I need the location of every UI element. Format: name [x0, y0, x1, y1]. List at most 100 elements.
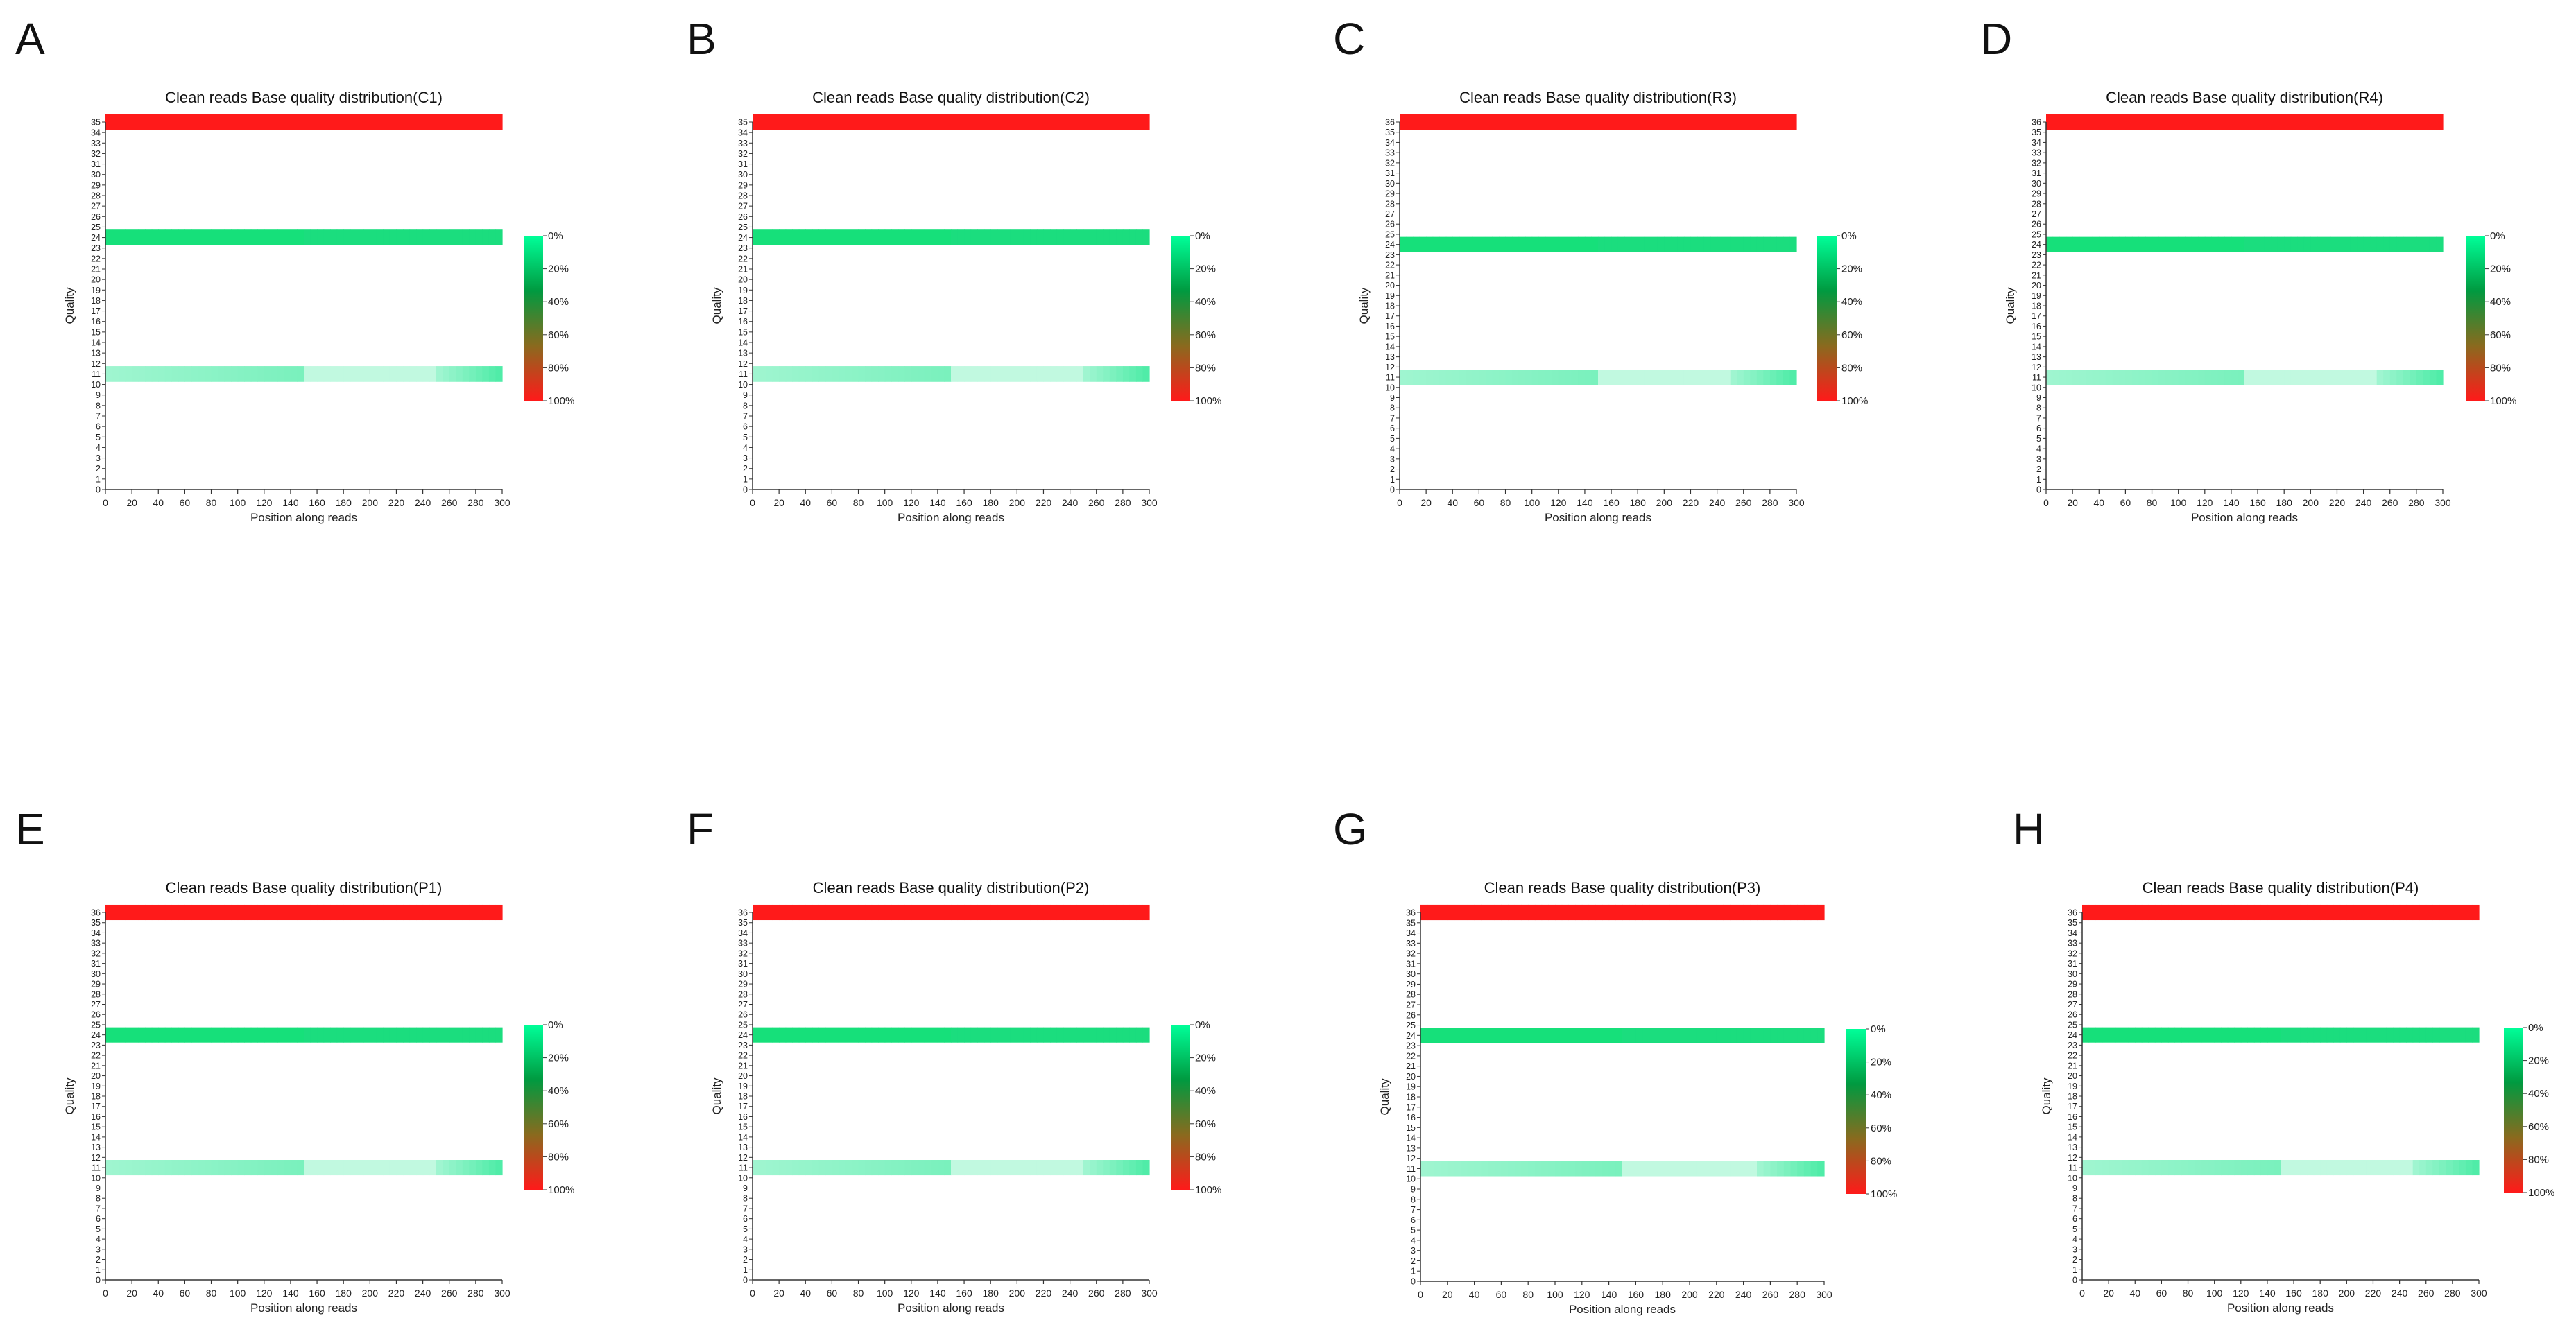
y-tick-label: 30 — [91, 969, 101, 979]
heat-row-q36 — [2046, 114, 2444, 130]
y-tick-label: 3 — [96, 1245, 101, 1254]
y-tick-label: 11 — [739, 370, 748, 379]
y-tick-label: 26 — [91, 212, 101, 222]
y-tick-label: 25 — [738, 223, 748, 232]
x-tick-label: 220 — [1683, 497, 1699, 508]
x-tick-label: 0 — [1397, 497, 1402, 508]
y-tick-label: 9 — [1390, 393, 1395, 403]
x-tick-label: 40 — [2093, 497, 2104, 508]
colorbar-label: 20% — [1195, 1052, 1216, 1064]
y-tick-label: 0 — [743, 1276, 748, 1285]
x-tick-label: 280 — [2408, 497, 2425, 508]
y-tick-label: 10 — [1406, 1175, 1416, 1184]
x-tick-label: 180 — [336, 497, 352, 508]
x-tick-label: 260 — [1735, 497, 1752, 508]
y-tick-label: 6 — [96, 422, 101, 432]
y-tick-label: 25 — [1385, 229, 1395, 239]
panel-d: D Clean reads Base quality distribution(R… — [1980, 14, 2516, 524]
y-tick-label: 14 — [2032, 342, 2041, 352]
y-tick-label: 32 — [91, 948, 101, 958]
x-tick-label: 220 — [388, 497, 405, 508]
panel-a: A Clean reads Base quality distribution(C… — [15, 14, 574, 524]
y-tick-label: 15 — [2068, 1123, 2077, 1132]
y-tick-label: 32 — [1406, 949, 1416, 959]
y-tick-label: 20 — [91, 1071, 101, 1081]
y-tick-label: 34 — [2068, 928, 2077, 938]
y-tick-label: 35 — [91, 918, 101, 928]
y-tick-label: 4 — [1390, 444, 1395, 454]
x-tick-label: 80 — [206, 1288, 217, 1299]
y-tick-label: 5 — [2072, 1224, 2077, 1234]
y-tick-label: 31 — [2068, 959, 2077, 969]
y-tick-label: 2 — [743, 464, 748, 474]
y-tick-label: 23 — [1406, 1041, 1416, 1051]
colorbar-label: 100% — [1871, 1188, 1897, 1200]
y-axis-label: Quality — [1378, 1078, 1391, 1115]
x-axis-label: Position along reads — [2191, 511, 2298, 524]
y-tick-label: 34 — [738, 928, 748, 938]
y-tick-label: 25 — [2068, 1020, 2077, 1030]
colorbar — [524, 236, 543, 401]
y-tick-label: 16 — [738, 317, 748, 327]
y-tick-label: 32 — [1385, 158, 1395, 168]
y-tick-label: 3 — [1411, 1246, 1416, 1256]
x-tick-label: 100 — [230, 497, 246, 508]
colorbar — [1817, 236, 1837, 401]
x-tick-label: 0 — [2043, 497, 2049, 508]
y-tick-label: 22 — [1385, 261, 1395, 270]
colorbar-label: 100% — [1841, 395, 1868, 407]
y-tick-label: 21 — [2032, 270, 2041, 280]
y-tick-label: 31 — [91, 159, 101, 169]
chart-title: Clean reads Base quality distribution(P1… — [166, 879, 443, 896]
y-tick-label: 29 — [1406, 980, 1416, 989]
y-tick-label: 21 — [1385, 270, 1395, 280]
y-tick-label: 7 — [96, 1204, 101, 1213]
y-tick-label: 36 — [1385, 118, 1395, 128]
x-tick-label: 280 — [1115, 1288, 1131, 1299]
y-tick-label: 6 — [1390, 424, 1395, 433]
y-tick-label: 26 — [91, 1010, 101, 1020]
x-tick-label: 160 — [1603, 497, 1620, 508]
y-tick-label: 19 — [2068, 1082, 2077, 1091]
y-tick-label: 2 — [96, 1255, 101, 1265]
y-tick-label: 14 — [91, 1132, 101, 1142]
y-tick-label: 30 — [738, 969, 748, 979]
y-tick-label: 26 — [1385, 220, 1395, 229]
y-tick-label: 18 — [2068, 1092, 2077, 1102]
y-tick-label: 28 — [91, 191, 101, 201]
y-tick-label: 24 — [2068, 1030, 2077, 1040]
colorbar-label: 80% — [2490, 362, 2511, 374]
panel-g: G Clean reads Base quality distribution(P… — [1333, 804, 1897, 1316]
x-tick-label: 0 — [103, 497, 108, 508]
y-tick-label: 27 — [1385, 209, 1395, 219]
colorbar-label: 80% — [1195, 362, 1216, 374]
y-tick-label: 17 — [738, 306, 748, 316]
x-axis-label: Position along reads — [1545, 511, 1651, 524]
x-tick-label: 80 — [1522, 1289, 1534, 1300]
y-tick-label: 23 — [91, 1041, 101, 1050]
y-tick-label: 10 — [738, 1173, 748, 1183]
y-tick-label: 19 — [91, 286, 101, 295]
colorbar-label: 0% — [1195, 230, 1210, 242]
y-tick-label: 35 — [738, 918, 748, 928]
x-axis-label: Position along reads — [2227, 1301, 2334, 1315]
x-tick-label: 140 — [1601, 1289, 1617, 1300]
y-tick-label: 7 — [743, 412, 748, 422]
x-tick-label: 280 — [467, 1288, 484, 1299]
y-axis-label: Quality — [710, 287, 723, 324]
y-tick-label: 9 — [96, 1184, 101, 1193]
y-tick-label: 34 — [91, 928, 101, 938]
x-tick-label: 0 — [1418, 1289, 1423, 1300]
y-tick-label: 13 — [738, 349, 748, 358]
panel-letter: A — [15, 14, 45, 64]
y-tick-label: 11 — [2032, 373, 2041, 383]
x-tick-label: 240 — [2392, 1288, 2408, 1299]
y-tick-label: 12 — [2068, 1153, 2077, 1163]
colorbar-label: 100% — [548, 1184, 574, 1196]
y-tick-label: 0 — [743, 485, 748, 495]
x-tick-label: 200 — [2303, 497, 2319, 508]
colorbar-label: 80% — [1841, 362, 1862, 374]
x-tick-label: 180 — [983, 497, 999, 508]
x-tick-label: 0 — [750, 497, 755, 508]
y-tick-label: 10 — [1385, 383, 1395, 392]
